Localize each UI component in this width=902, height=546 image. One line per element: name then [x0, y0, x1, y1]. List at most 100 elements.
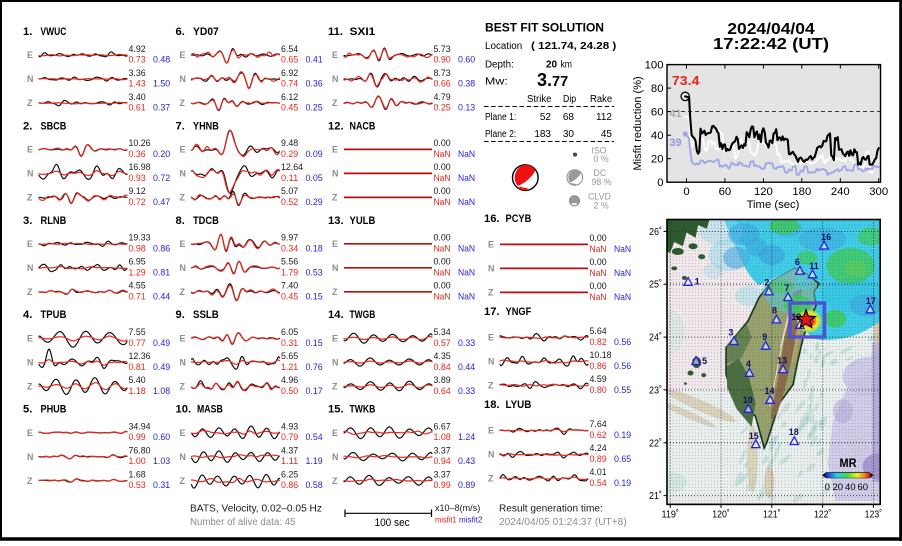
svg-text:6.05: 6.05: [281, 326, 298, 337]
svg-text:0.37: 0.37: [153, 102, 170, 113]
svg-text:NaN: NaN: [434, 290, 451, 301]
svg-text:40: 40: [651, 130, 664, 142]
svg-text:0.81: 0.81: [153, 266, 170, 277]
svg-text:3.89: 3.89: [434, 374, 451, 385]
svg-text:20: 20: [833, 482, 844, 493]
svg-text:E: E: [27, 145, 33, 155]
svg-text:4.: 4.: [23, 309, 32, 321]
svg-text:N: N: [332, 357, 338, 367]
svg-text:misfit1: misfit1: [435, 516, 457, 525]
svg-text:180: 180: [792, 186, 811, 198]
svg-text:0.66: 0.66: [434, 78, 451, 89]
svg-text:3.37: 3.37: [434, 468, 451, 479]
svg-text:0.00: 0.00: [434, 185, 451, 196]
svg-text:0.31: 0.31: [153, 479, 170, 490]
svg-text:0.15: 0.15: [306, 290, 323, 301]
svg-text:0.76: 0.76: [306, 361, 323, 372]
svg-text:NaN: NaN: [458, 196, 475, 207]
svg-text:ISO: ISO: [592, 146, 607, 156]
svg-text:4.35: 4.35: [434, 350, 451, 361]
svg-text:0.53: 0.53: [306, 266, 323, 277]
svg-text:0.36: 0.36: [129, 148, 146, 159]
svg-text:SXI1: SXI1: [350, 26, 376, 38]
svg-text:15: 15: [749, 431, 759, 441]
svg-text:N: N: [180, 357, 186, 367]
svg-text:0.25: 0.25: [306, 102, 323, 113]
svg-text:1.43: 1.43: [129, 78, 146, 89]
svg-text:5.34: 5.34: [434, 326, 451, 337]
svg-text:N: N: [180, 169, 186, 179]
svg-text:NaN: NaN: [458, 242, 475, 253]
svg-text:4.92: 4.92: [129, 43, 146, 54]
svg-text:Z: Z: [27, 98, 33, 108]
svg-text:0.86: 0.86: [153, 242, 170, 253]
svg-text:0.56: 0.56: [614, 336, 631, 347]
svg-text:YNGF: YNGF: [506, 306, 532, 318]
svg-text:2024/04/04: 2024/04/04: [727, 21, 815, 38]
svg-text:80: 80: [651, 83, 664, 95]
svg-text:E: E: [332, 333, 338, 343]
svg-text:0.00: 0.00: [434, 161, 451, 172]
svg-text:1.24: 1.24: [458, 431, 475, 442]
svg-text:18: 18: [789, 427, 799, 437]
svg-text:0.99: 0.99: [434, 479, 451, 490]
svg-text:1.18: 1.18: [129, 385, 146, 396]
svg-text:x10–8(m/s): x10–8(m/s): [435, 503, 480, 513]
svg-text:Z: Z: [180, 193, 186, 203]
svg-text:0.50: 0.50: [281, 385, 298, 396]
svg-text:Misfit reduction (%): Misfit reduction (%): [632, 76, 644, 170]
svg-text:0.86: 0.86: [590, 360, 607, 371]
svg-text:0.00: 0.00: [434, 256, 451, 267]
svg-text:0.47: 0.47: [153, 196, 170, 207]
svg-text:39: 39: [670, 137, 682, 149]
svg-text:0.17: 0.17: [306, 385, 323, 396]
svg-text:17.: 17.: [484, 306, 500, 318]
svg-text:4.93: 4.93: [281, 420, 298, 431]
svg-text:2024/04/05 01:24:37 (UT+8): 2024/04/05 01:24:37 (UT+8): [499, 517, 627, 528]
svg-text:N: N: [27, 263, 33, 273]
svg-text:16: 16: [821, 232, 831, 242]
svg-text:N: N: [180, 263, 186, 273]
svg-text:0.29: 0.29: [306, 196, 323, 207]
svg-text:NaN: NaN: [434, 196, 451, 207]
svg-text:16.: 16.: [484, 213, 500, 225]
svg-text:RLNB: RLNB: [41, 215, 67, 227]
svg-text:0.54: 0.54: [590, 477, 607, 488]
svg-text:1.: 1.: [23, 26, 32, 38]
svg-text:VWUC: VWUC: [41, 26, 67, 38]
svg-text:0.45: 0.45: [281, 290, 298, 301]
svg-text:N: N: [27, 169, 33, 179]
svg-text:122˚: 122˚: [814, 508, 832, 520]
svg-text:119˚: 119˚: [661, 508, 679, 520]
svg-text:NaN: NaN: [434, 266, 451, 277]
svg-text:2.: 2.: [23, 120, 32, 132]
svg-text:NaN: NaN: [590, 267, 607, 278]
svg-text:NaN: NaN: [590, 291, 607, 302]
svg-text:12.: 12.: [328, 120, 344, 132]
svg-text:0.18: 0.18: [306, 242, 323, 253]
svg-text:300: 300: [869, 186, 888, 198]
svg-text:7.64: 7.64: [590, 418, 607, 429]
svg-text:YHNB: YHNB: [193, 120, 219, 132]
svg-text:0.00: 0.00: [434, 137, 451, 148]
svg-text:41: 41: [670, 108, 682, 120]
svg-text:Mw:: Mw:: [485, 77, 508, 88]
svg-text:6.: 6.: [176, 26, 185, 38]
svg-text:5.65: 5.65: [281, 350, 298, 361]
svg-text:5.: 5.: [23, 404, 32, 416]
svg-text:0.00: 0.00: [434, 232, 451, 243]
svg-text:SSLB: SSLB: [193, 309, 219, 321]
svg-text:14.: 14.: [328, 309, 344, 321]
svg-text:1.29: 1.29: [129, 266, 146, 277]
svg-text:TPUB: TPUB: [41, 309, 67, 321]
svg-text:0 %: 0 %: [594, 154, 609, 164]
svg-text:NaN: NaN: [458, 290, 475, 301]
svg-text:20: 20: [546, 59, 557, 70]
svg-text:Z: Z: [180, 98, 186, 108]
svg-text:14: 14: [764, 386, 774, 396]
svg-text:E: E: [27, 50, 33, 60]
svg-text:12.64: 12.64: [281, 161, 303, 172]
svg-text:Plane 2:: Plane 2:: [485, 129, 516, 140]
svg-text:0.25: 0.25: [434, 102, 451, 113]
svg-text:MASB: MASB: [197, 404, 223, 416]
